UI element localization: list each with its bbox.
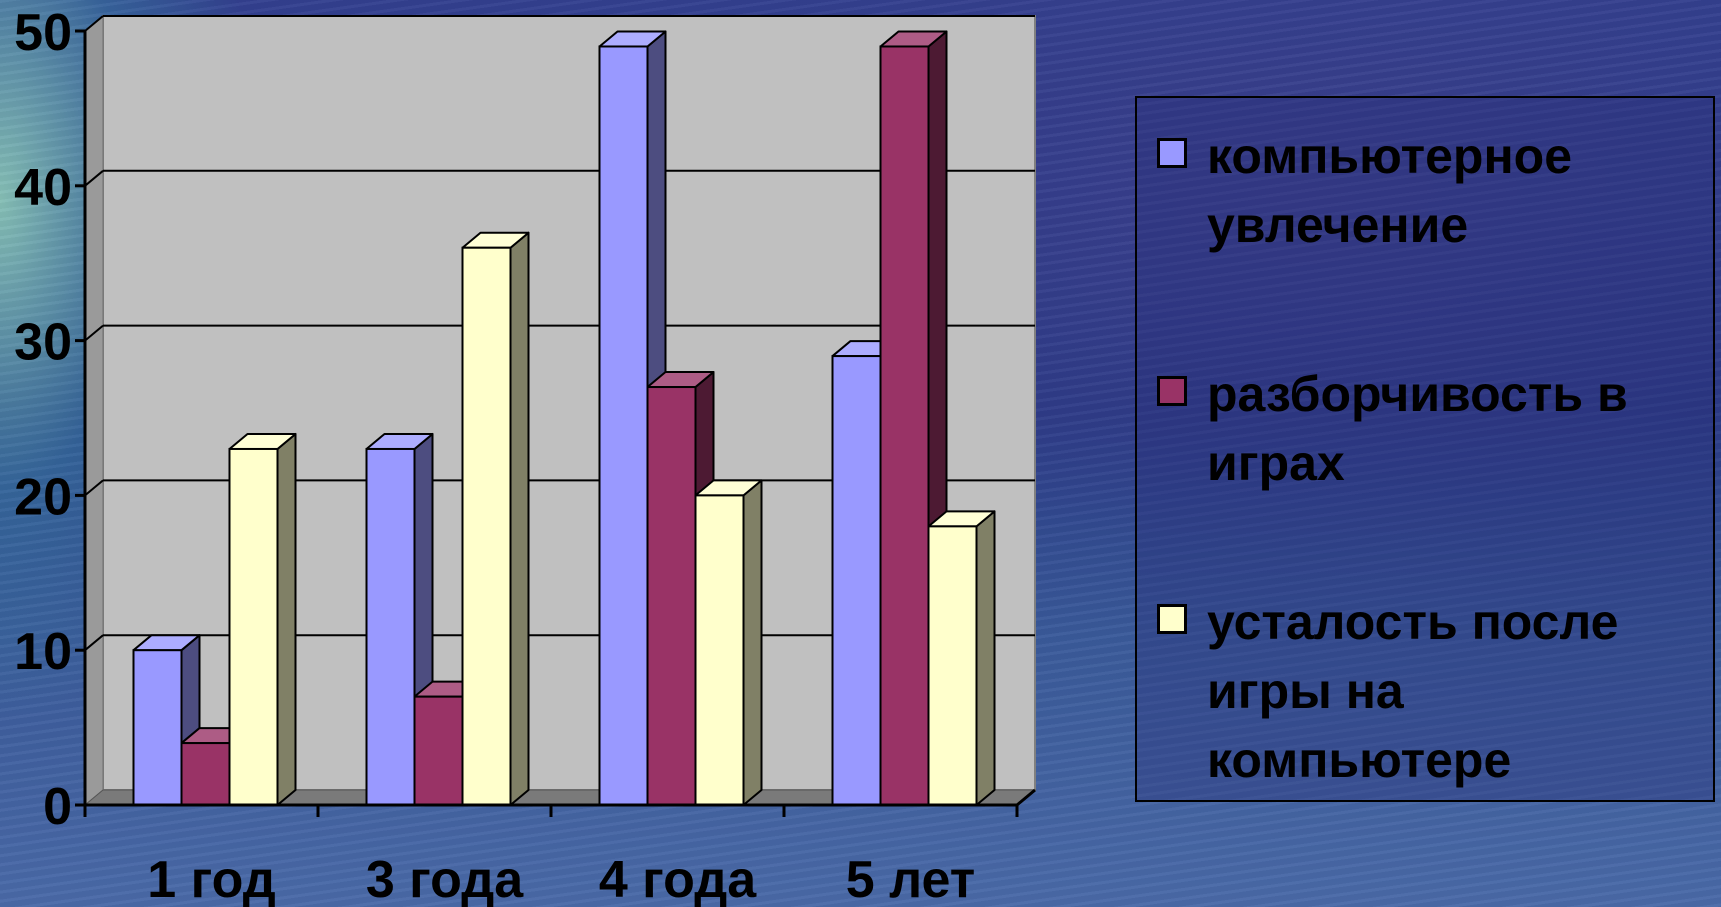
bar bbox=[831, 355, 882, 806]
bar-side bbox=[509, 231, 530, 806]
bar-side bbox=[276, 432, 297, 806]
y-tick-label: 30 bbox=[14, 314, 72, 372]
bar bbox=[646, 386, 697, 806]
gridline-side bbox=[84, 324, 104, 342]
y-tick-labels: 0 10 20 30 40 50 bbox=[14, 4, 72, 836]
y-tick-label: 50 bbox=[14, 4, 72, 62]
bar bbox=[598, 45, 649, 807]
legend-swatch-2 bbox=[1157, 376, 1187, 406]
x-tick-label: 5 лет bbox=[846, 851, 975, 907]
y-tick-label: 0 bbox=[43, 778, 72, 836]
bar bbox=[461, 246, 512, 807]
side-wall bbox=[84, 14, 104, 807]
legend-swatch-1 bbox=[1157, 138, 1187, 168]
y-tick-label: 40 bbox=[14, 159, 72, 217]
x-tick-label: 3 года bbox=[366, 851, 524, 907]
gridline-side bbox=[84, 170, 104, 187]
bar bbox=[927, 525, 978, 806]
legend: компьютерное увлечение разборчивость в и… bbox=[1135, 96, 1715, 802]
legend-item-1: компьютерное увлечение bbox=[1157, 122, 1702, 260]
legend-item-2: разборчивость в играх bbox=[1157, 360, 1702, 498]
legend-label-3: усталость после игры на компьютере bbox=[1207, 594, 1619, 788]
bar-side bbox=[975, 510, 996, 806]
x-axis-end bbox=[1016, 788, 1036, 807]
gridline-side bbox=[84, 479, 104, 497]
bar bbox=[413, 695, 464, 807]
x-tick-labels: 1 год 3 года 4 года 5 лет bbox=[147, 851, 975, 907]
x-tick-label: 4 года bbox=[599, 851, 757, 907]
y-tick-label: 10 bbox=[14, 623, 72, 681]
legend-swatch-3 bbox=[1157, 604, 1187, 634]
bar bbox=[228, 447, 279, 806]
y-tick-label: 20 bbox=[14, 468, 72, 526]
bar bbox=[879, 45, 930, 807]
x-tick-label: 1 год bbox=[147, 851, 275, 907]
bar bbox=[694, 494, 745, 806]
bars bbox=[132, 30, 996, 807]
axes bbox=[75, 29, 1036, 817]
bar bbox=[132, 649, 183, 807]
gridline-side bbox=[84, 634, 104, 651]
legend-item-3: усталость после игры на компьютере bbox=[1157, 588, 1702, 795]
bar bbox=[365, 447, 416, 806]
legend-label-2: разборчивость в играх bbox=[1207, 366, 1628, 491]
gridline-side bbox=[84, 15, 104, 32]
bar-side bbox=[742, 479, 763, 806]
bar bbox=[180, 742, 231, 807]
legend-label-1: компьютерное увлечение bbox=[1207, 128, 1573, 253]
